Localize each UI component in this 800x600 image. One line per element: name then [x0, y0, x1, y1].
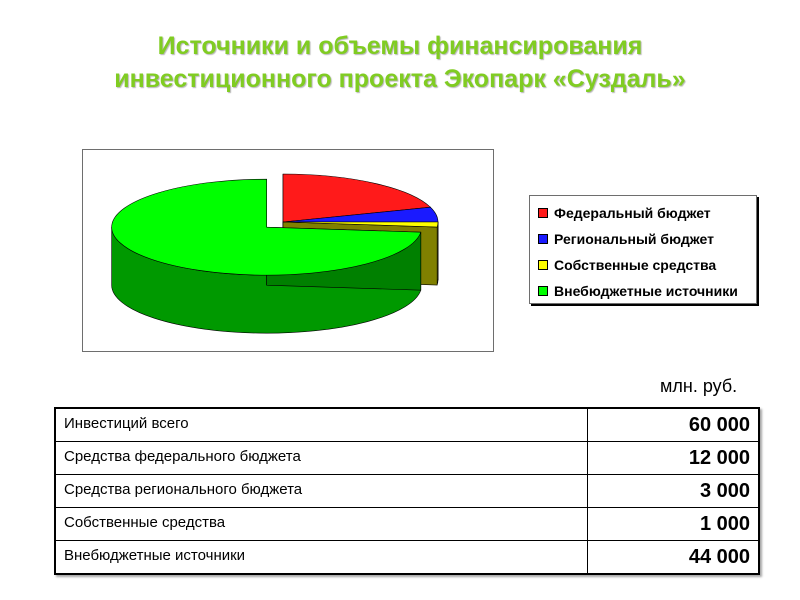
legend-label-own: Собственные средства	[554, 257, 717, 273]
table-row: Инвестиций всего 60 000	[54, 407, 760, 442]
chart-legend: Федеральный бюджет Региональный бюджет С…	[529, 195, 757, 304]
table-row: Средства федерального бюджета 12 000	[54, 441, 760, 475]
legend-swatch-federal	[538, 208, 548, 218]
legend-item-federal: Федеральный бюджет	[538, 204, 711, 222]
funding-table: Инвестиций всего 60 000 Средства федерал…	[54, 407, 760, 575]
legend-label-regional: Региональный бюджет	[554, 231, 714, 247]
legend-item-own: Собственные средства	[538, 256, 716, 274]
legend-item-regional: Региональный бюджет	[538, 230, 714, 248]
slice-own	[282, 221, 439, 228]
table-row: Средства регионального бюджета 3 000	[54, 474, 760, 508]
table-row: Внебюджетные источники 44 000	[54, 540, 760, 575]
unit-label: млн. руб.	[660, 376, 738, 396]
table-row: Собственные средства 1 000	[54, 507, 760, 541]
row-value-extrabudget: 44 000	[587, 540, 760, 575]
legend-item-extrabudget: Внебюджетные источники	[538, 282, 738, 300]
row-value-regional: 3 000	[587, 474, 760, 508]
row-value-federal: 12 000	[587, 441, 760, 475]
page-title: Источники и объемы финансирования инвест…	[0, 30, 800, 96]
legend-swatch-own	[538, 260, 548, 270]
title-line-1: Источники и объемы финансирования	[157, 32, 643, 60]
legend-swatch-regional	[538, 234, 548, 244]
slice-extrabudget	[111, 178, 422, 276]
legend-label-extrabudget: Внебюджетные источники	[554, 283, 738, 299]
legend-label-federal: Федеральный бюджет	[554, 205, 711, 221]
row-label-own: Собственные средства	[54, 507, 589, 541]
row-label-federal: Средства федерального бюджета	[54, 441, 589, 475]
title-line-2: инвестиционного проекта Экопарк «Суздаль…	[114, 65, 686, 93]
row-label-regional: Средства регионального бюджета	[54, 474, 589, 508]
row-label-extrabudget: Внебюджетные источники	[54, 540, 589, 575]
row-value-total: 60 000	[587, 407, 760, 442]
pie-chart-frame	[82, 149, 494, 352]
row-label-total: Инвестиций всего	[54, 407, 589, 442]
pie-chart	[111, 173, 439, 334]
legend-swatch-extrabudget	[538, 286, 548, 296]
row-value-own: 1 000	[587, 507, 760, 541]
slice-federal	[282, 173, 432, 223]
